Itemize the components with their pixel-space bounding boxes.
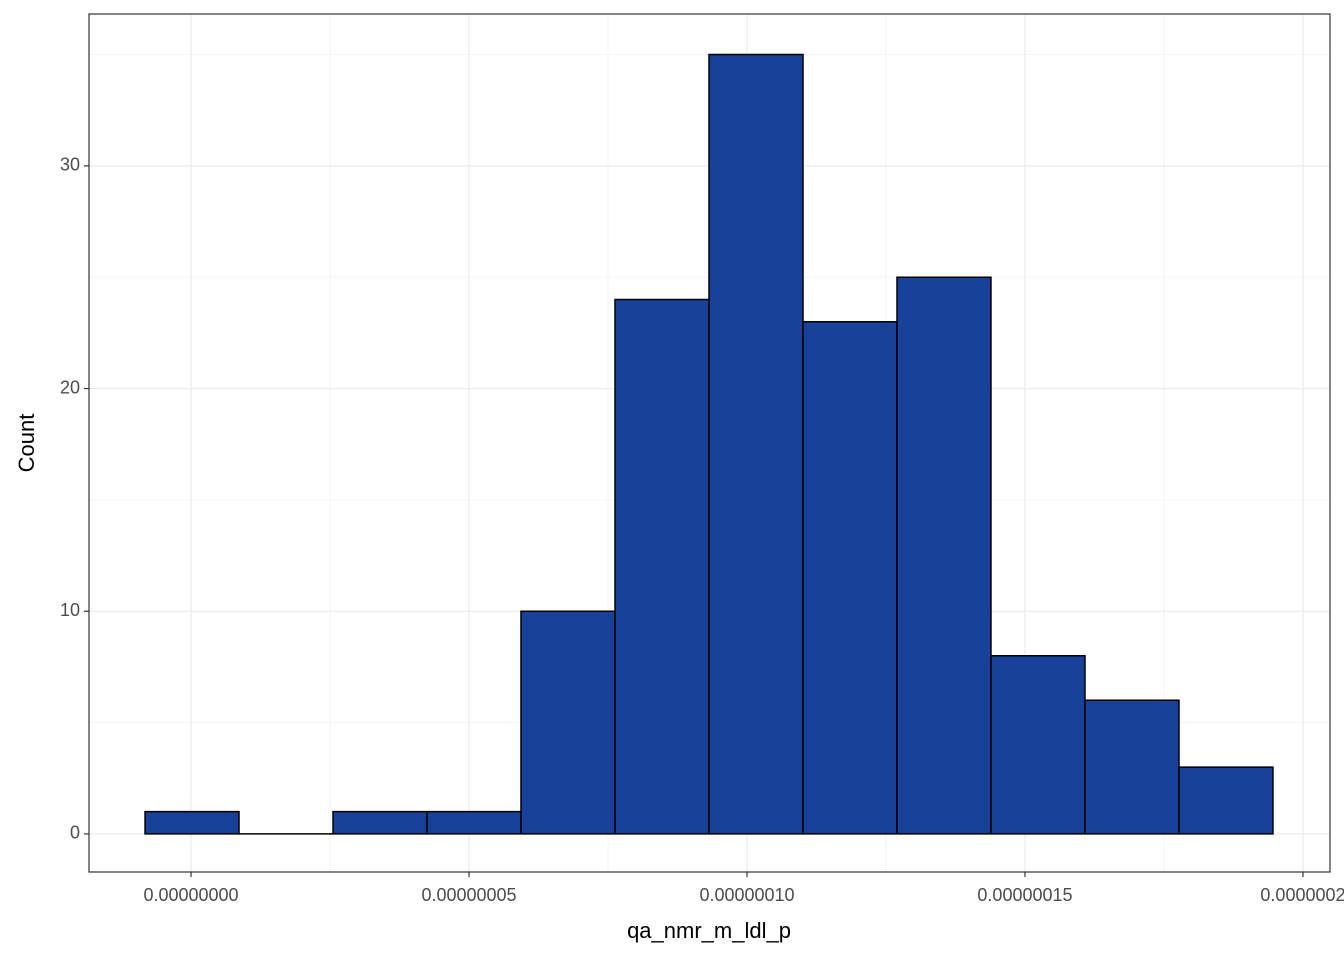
x-tick-label: 0.00000010 — [699, 885, 794, 905]
bar — [332, 810, 428, 835]
x-tick-label: 0.00000000 — [143, 885, 238, 905]
axes: 0 10 20 30 0.00000000 0.00000005 0.00000010 0.0… — [60, 155, 1344, 905]
bar — [990, 655, 1086, 835]
y-tick-label: 10 — [60, 600, 80, 620]
bar — [802, 320, 898, 835]
x-tick-label: 0.0000002 — [1260, 885, 1344, 905]
bar — [1084, 699, 1180, 835]
y-tick-label: 0 — [70, 823, 80, 843]
bar — [1178, 766, 1274, 835]
panel-border — [88, 13, 1331, 873]
x-axis-title: qa_nmr_m_ldl_p — [627, 918, 791, 943]
bar — [708, 53, 804, 835]
bar — [520, 610, 616, 835]
bars — [144, 53, 1274, 835]
bar — [144, 810, 240, 835]
bar — [426, 810, 522, 835]
bar — [614, 298, 710, 835]
bar — [896, 276, 992, 835]
y-axis-title: Count — [14, 414, 39, 473]
x-tick-label: 0.00000015 — [977, 885, 1072, 905]
y-tick-label: 20 — [60, 377, 80, 397]
x-tick-label: 0.00000005 — [421, 885, 516, 905]
y-tick-label: 30 — [60, 155, 80, 175]
